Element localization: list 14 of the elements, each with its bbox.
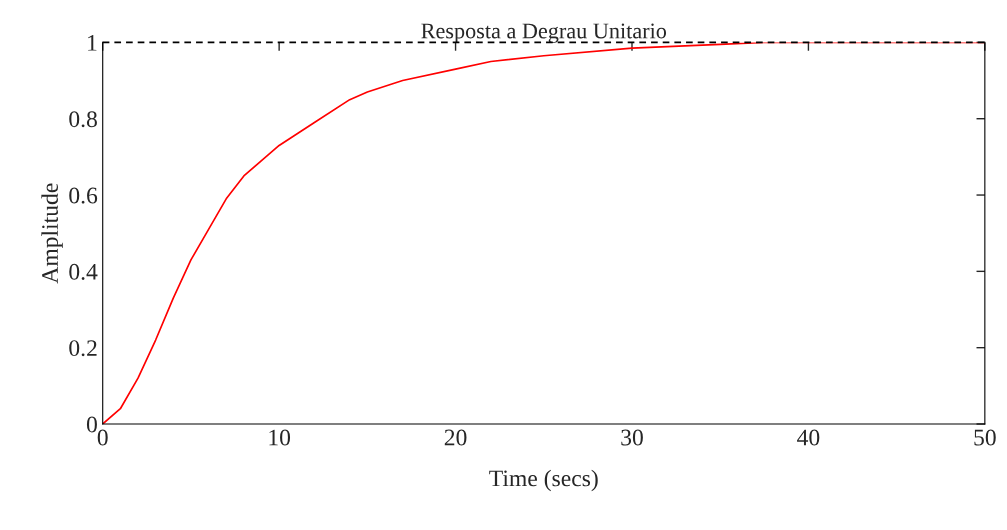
y-tick-label: 0 (86, 416, 97, 433)
x-tick-label: 40 (797, 429, 820, 446)
x-tick-label: 50 (974, 429, 996, 446)
x-tick-label: 10 (269, 429, 291, 446)
y-tick-label: 0.4 (69, 263, 98, 280)
y-tick-label: 1 (88, 35, 97, 51)
x-tick-label: 20 (444, 429, 467, 446)
x-axis-title: Time (secs) (489, 469, 598, 492)
y-axis-title: Amplitude (41, 183, 63, 284)
y-tick-label: 0.8 (69, 111, 97, 128)
x-tick-label: 30 (621, 429, 643, 446)
y-tick-label: 0.2 (69, 340, 97, 357)
chart-title: Resposta a Degrau Unitario (421, 23, 667, 44)
y-tick-label: 0.6 (69, 187, 98, 204)
